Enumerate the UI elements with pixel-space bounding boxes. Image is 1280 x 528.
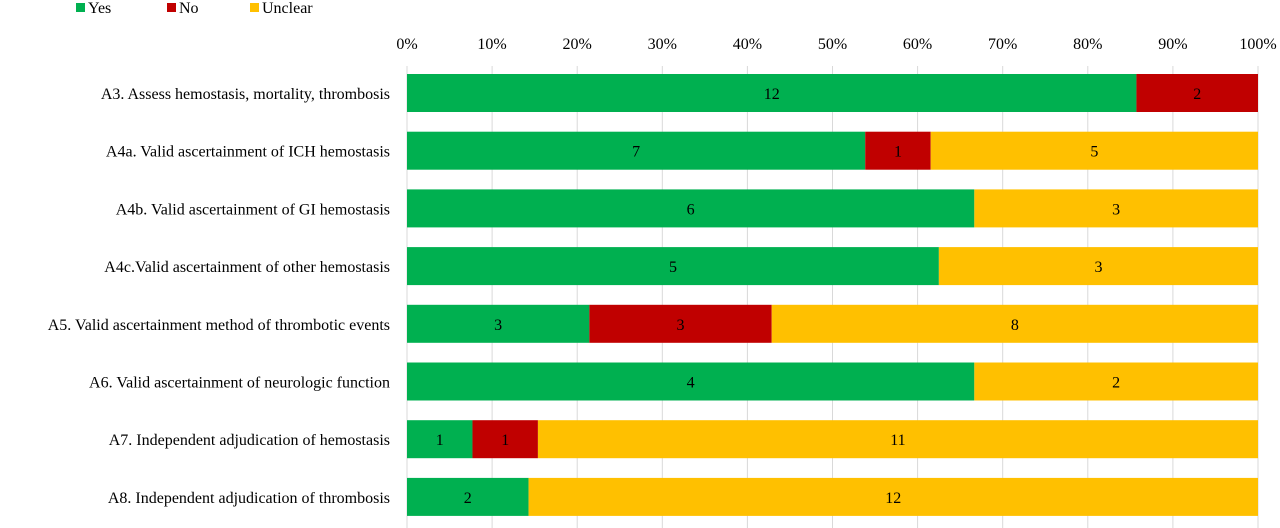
bar-segment-no — [1136, 74, 1258, 112]
data-label-unclear: 2 — [1112, 375, 1120, 392]
x-tick-label: 50% — [818, 36, 847, 53]
data-label-no: 2 — [1193, 86, 1201, 103]
data-label-unclear: 5 — [1090, 144, 1098, 161]
data-label-yes: 12 — [764, 86, 780, 103]
legend-swatch-yes — [76, 3, 85, 12]
data-label-unclear: 12 — [885, 490, 901, 507]
data-label-no: 1 — [501, 432, 509, 449]
bars: 12 27 1 56 35 33 3 84 21 1 112 12 — [407, 74, 1258, 516]
bar-segment-yes — [407, 247, 939, 286]
bar-segment-yes — [407, 131, 866, 170]
category-label: A6. Valid ascertainment of neurologic fu… — [89, 375, 390, 392]
bar-segment-unclear — [771, 304, 1258, 343]
data-label-yes: 4 — [687, 375, 695, 392]
data-label-yes: 1 — [436, 432, 444, 449]
category-label: A4a. Valid ascertainment of ICH hemostas… — [106, 144, 390, 161]
bar-segment-yes — [407, 189, 975, 228]
category-label: A4b. Valid ascertainment of GI hemostasi… — [116, 201, 390, 218]
x-tick-label: 30% — [648, 36, 677, 53]
bar-segment-no — [472, 420, 538, 459]
legend-label-unclear: Unclear — [262, 0, 313, 17]
data-label-unclear: 3 — [1112, 201, 1120, 218]
bar-segment-yes — [407, 74, 1137, 112]
x-tick-label: 20% — [563, 36, 592, 53]
data-label-unclear: 11 — [890, 432, 905, 449]
legend-label-no: No — [179, 0, 199, 17]
legend-label-yes: Yes — [88, 0, 111, 17]
category-label: A8. Independent adjudication of thrombos… — [108, 490, 390, 507]
x-tick-label: 0% — [396, 36, 417, 53]
x-axis-ticks: 0% 10% 20% 30% 40% 50% 60% 70% 80% 90% 100% — [396, 36, 1276, 53]
x-tick-label: 70% — [988, 36, 1017, 53]
data-label-unclear: 8 — [1011, 317, 1019, 334]
bar-segment-yes — [407, 304, 590, 343]
bar-segment-unclear — [528, 477, 1258, 516]
legend: Yes No Unclear — [76, 0, 313, 17]
x-tick-label: 80% — [1073, 36, 1102, 53]
x-tick-label: 90% — [1158, 36, 1187, 53]
bar-segment-yes — [407, 362, 975, 401]
data-label-yes: 3 — [494, 317, 502, 334]
bar-segment-unclear — [537, 420, 1258, 459]
bar-segment-unclear — [930, 131, 1258, 170]
bar-segment-unclear — [938, 247, 1258, 286]
data-label-no: 1 — [894, 144, 902, 161]
bar-segment-no — [589, 304, 772, 343]
legend-swatch-unclear — [250, 3, 259, 12]
category-label: A5. Valid ascertainment method of thromb… — [48, 317, 390, 334]
category-labels: A3. Assess hemostasis, mortality, thromb… — [48, 86, 390, 507]
data-label-yes: 2 — [464, 490, 472, 507]
data-label-yes: 6 — [687, 201, 695, 218]
data-label-unclear: 3 — [1094, 259, 1102, 276]
x-tick-label: 60% — [903, 36, 932, 53]
bar-segment-yes — [407, 477, 529, 516]
category-label: A4c.Valid ascertainment of other hemosta… — [104, 259, 390, 276]
data-label-yes: 5 — [669, 259, 677, 276]
category-label: A7. Independent adjudication of hemostas… — [109, 432, 390, 449]
bar-segment-yes — [407, 420, 473, 459]
data-label-yes: 7 — [632, 144, 640, 161]
bar-segment-no — [865, 131, 931, 170]
x-tick-label: 100% — [1239, 36, 1276, 53]
x-tick-label: 10% — [477, 36, 506, 53]
bar-segment-unclear — [974, 189, 1258, 228]
bar-segment-unclear — [974, 362, 1258, 401]
x-tick-label: 40% — [733, 36, 762, 53]
data-label-no: 3 — [677, 317, 685, 334]
legend-swatch-no — [167, 3, 176, 12]
category-label: A3. Assess hemostasis, mortality, thromb… — [101, 86, 390, 103]
